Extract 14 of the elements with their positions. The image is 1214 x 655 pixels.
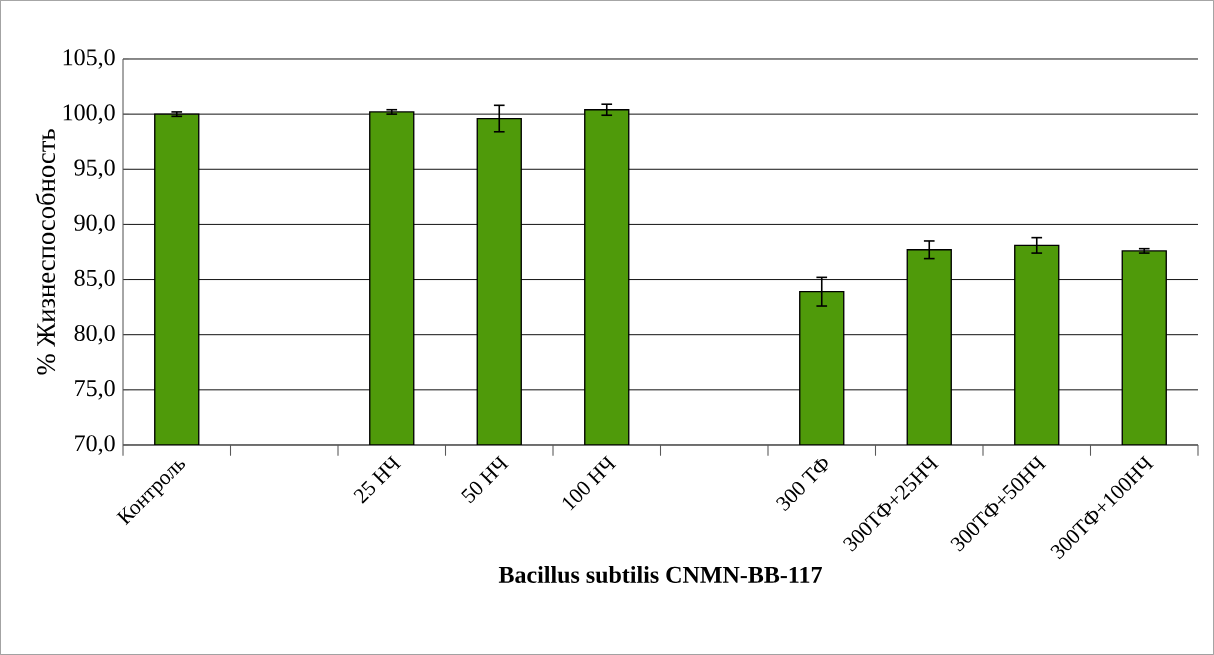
x-tick-label: 50 НЧ <box>461 455 509 504</box>
y-tick-label: 100,0 <box>63 104 115 124</box>
x-tick-label: 300 ТФ <box>775 458 828 512</box>
y-tick-label: 95,0 <box>74 159 115 180</box>
y-axis-title: % Жизнеспособность <box>35 129 56 375</box>
y-tick-label: 90,0 <box>74 214 115 235</box>
y-tick-label: 85,0 <box>74 269 115 290</box>
y-tick-label: 105,0 <box>63 49 115 69</box>
x-axis-title: Bacillus subtilis CNMN-BB-117 <box>498 566 822 584</box>
y-tick-label: 70,0 <box>75 435 115 455</box>
y-tick-label: 75,0 <box>75 380 115 400</box>
x-tick-label: 25 НЧ <box>353 455 402 504</box>
x-tick-label: 100 НЧ <box>562 455 617 511</box>
y-tick-label: 80,0 <box>74 324 115 345</box>
